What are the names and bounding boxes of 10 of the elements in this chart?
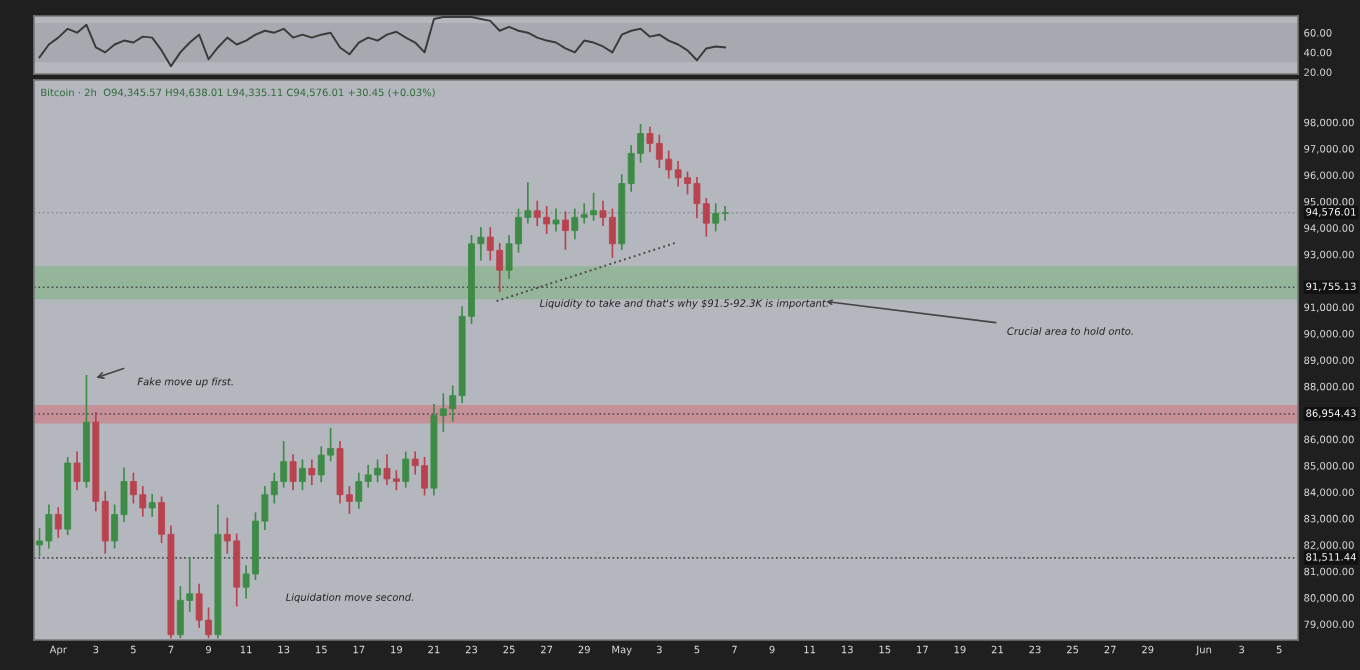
line-series bbox=[38, 16, 727, 68]
candlestick bbox=[562, 211, 569, 250]
candlestick bbox=[552, 208, 560, 232]
candlestick bbox=[308, 459, 316, 485]
candlestick bbox=[299, 459, 306, 491]
candlestick bbox=[73, 451, 81, 491]
candlestick bbox=[402, 451, 410, 488]
candlestick bbox=[54, 507, 62, 538]
candlestick bbox=[289, 454, 297, 491]
candlestick bbox=[148, 493, 156, 517]
